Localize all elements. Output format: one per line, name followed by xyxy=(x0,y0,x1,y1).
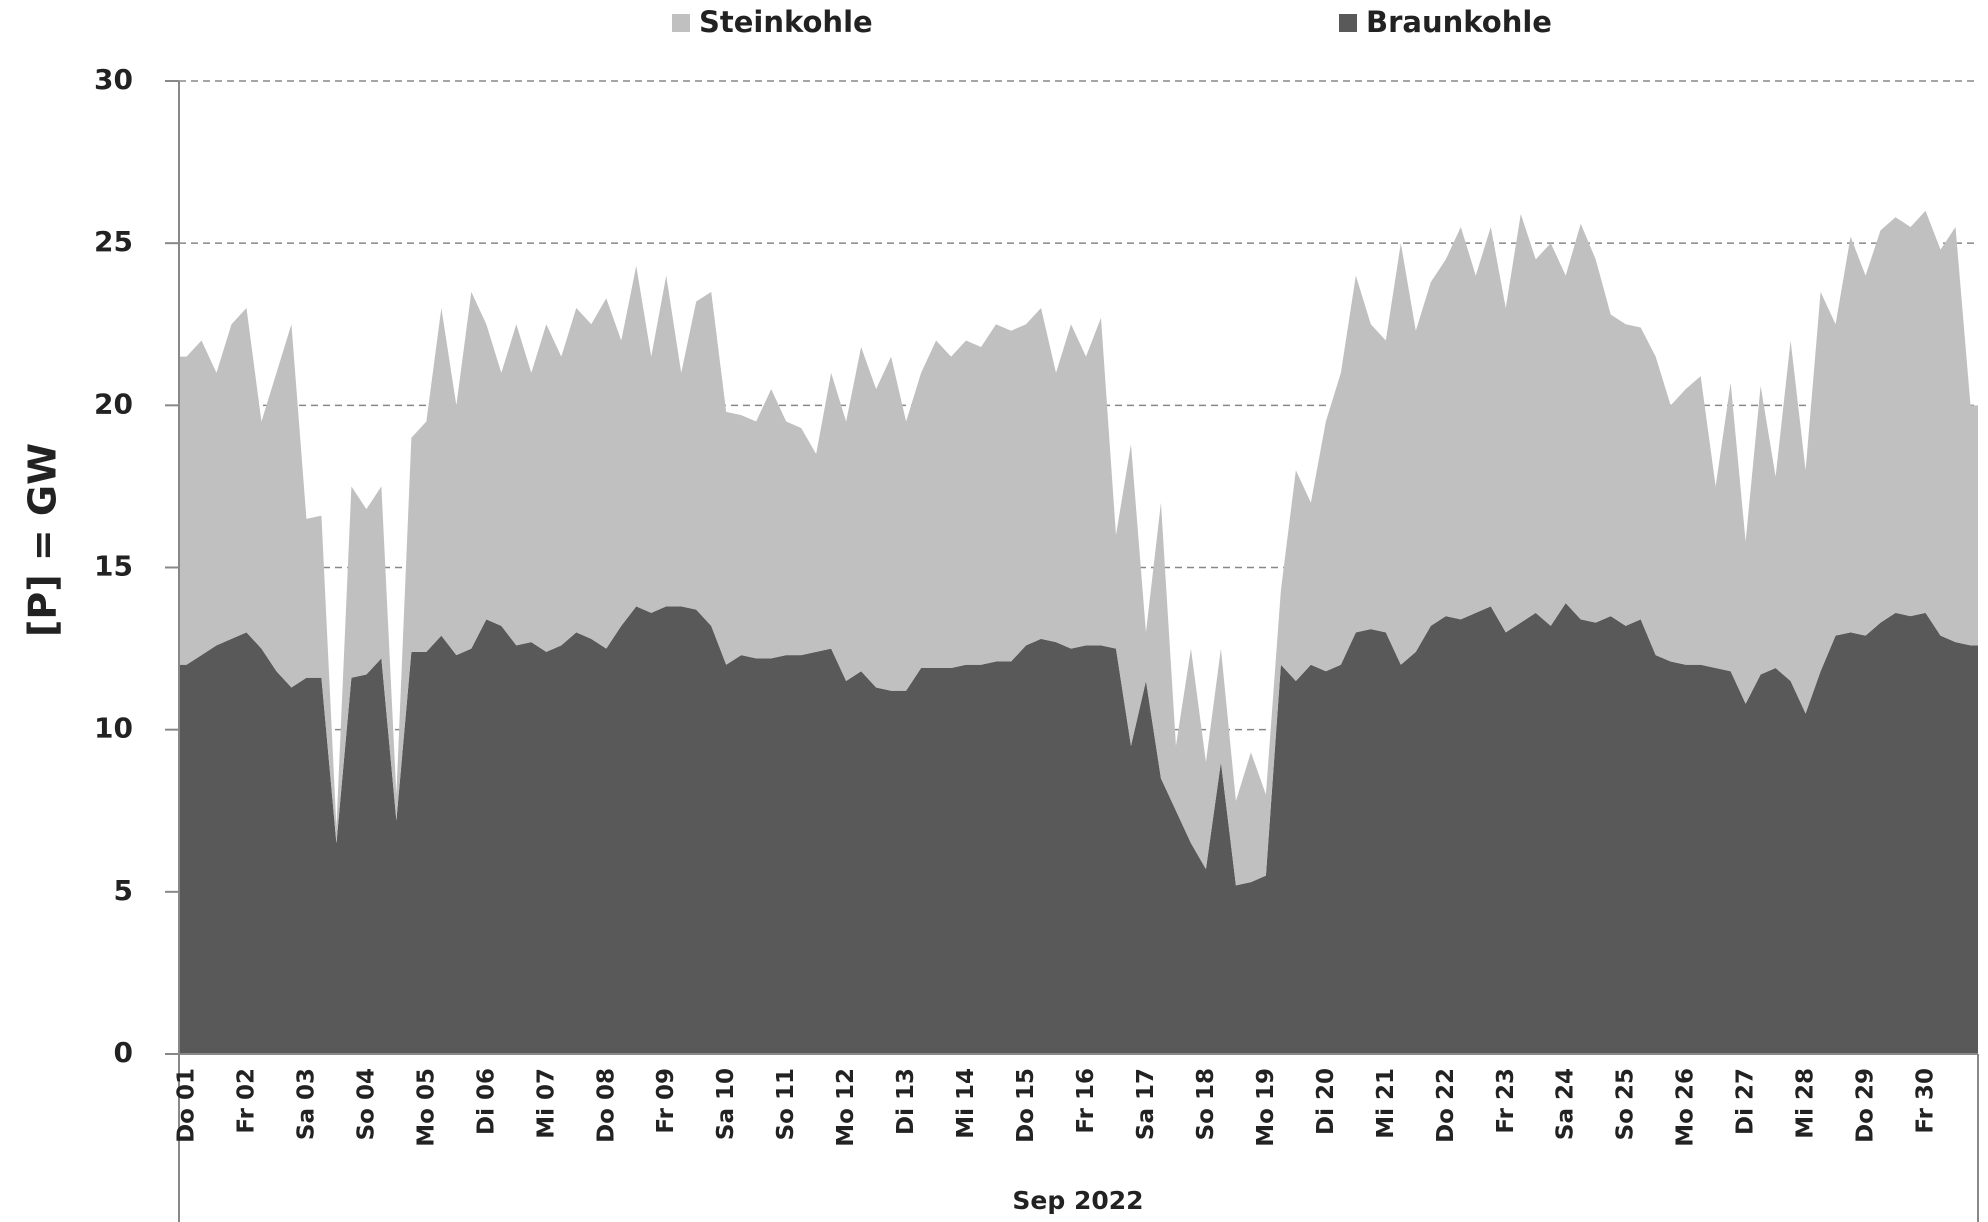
x-tick-label: Fr 16 xyxy=(1073,1068,1099,1134)
y-tick-label: 0 xyxy=(114,1036,133,1069)
y-tick-label: 30 xyxy=(94,63,133,96)
x-tick-label: Di 13 xyxy=(893,1068,919,1135)
x-tick-label: Mo 26 xyxy=(1673,1068,1699,1147)
x-tick-label: Mo 12 xyxy=(833,1068,859,1147)
x-tick-label: Di 06 xyxy=(473,1068,499,1135)
legend-label: Braunkohle xyxy=(1366,5,1552,39)
legend-swatch xyxy=(1339,14,1357,32)
x-tick-label: Fr 09 xyxy=(653,1068,679,1134)
y-tick-label: 20 xyxy=(94,387,133,420)
x-tick-label: Mi 28 xyxy=(1793,1068,1819,1139)
x-tick-label: So 11 xyxy=(773,1068,799,1140)
x-tick-label: Sa 03 xyxy=(293,1068,319,1140)
y-tick-label: 15 xyxy=(94,550,133,583)
x-tick-label: Do 08 xyxy=(593,1068,619,1143)
x-group-label: Sep 2022 xyxy=(1012,1186,1143,1215)
x-tick-label: Di 27 xyxy=(1733,1068,1759,1135)
x-tick-label: Mo 19 xyxy=(1253,1068,1279,1147)
area xyxy=(179,603,1978,1054)
legend-swatch xyxy=(672,14,690,32)
legend-label: Steinkohle xyxy=(699,5,873,39)
x-tick-label: Do 29 xyxy=(1853,1068,1879,1143)
x-tick-label: Sa 24 xyxy=(1553,1068,1579,1140)
area xyxy=(179,210,1978,886)
x-tick-label: So 25 xyxy=(1613,1068,1639,1140)
x-tick-label: Mi 07 xyxy=(533,1068,559,1139)
y-tick-label: 5 xyxy=(114,874,133,907)
x-tick-label: So 04 xyxy=(353,1068,379,1140)
x-tick-label: Do 01 xyxy=(174,1068,200,1143)
x-tick-label: Fr 02 xyxy=(233,1068,259,1134)
y-tick-label: 25 xyxy=(94,225,133,258)
x-tick-label: So 18 xyxy=(1193,1068,1219,1140)
x-tick-label: Fr 30 xyxy=(1913,1068,1939,1134)
x-tick-label: Do 22 xyxy=(1433,1068,1459,1143)
x-tick-label: Di 20 xyxy=(1313,1068,1339,1135)
x-tick-label: Mi 21 xyxy=(1373,1068,1399,1139)
x-tick-label: Mo 05 xyxy=(413,1068,439,1147)
y-axis-label: [P] = GW xyxy=(21,443,65,637)
x-tick-label: Do 15 xyxy=(1013,1068,1039,1143)
x-tick-label: Sa 17 xyxy=(1133,1068,1159,1140)
x-tick-label: Mi 14 xyxy=(953,1068,979,1139)
x-tick-label: Fr 23 xyxy=(1493,1068,1519,1134)
y-tick-label: 10 xyxy=(94,712,133,745)
x-tick-label: Sa 10 xyxy=(713,1068,739,1140)
